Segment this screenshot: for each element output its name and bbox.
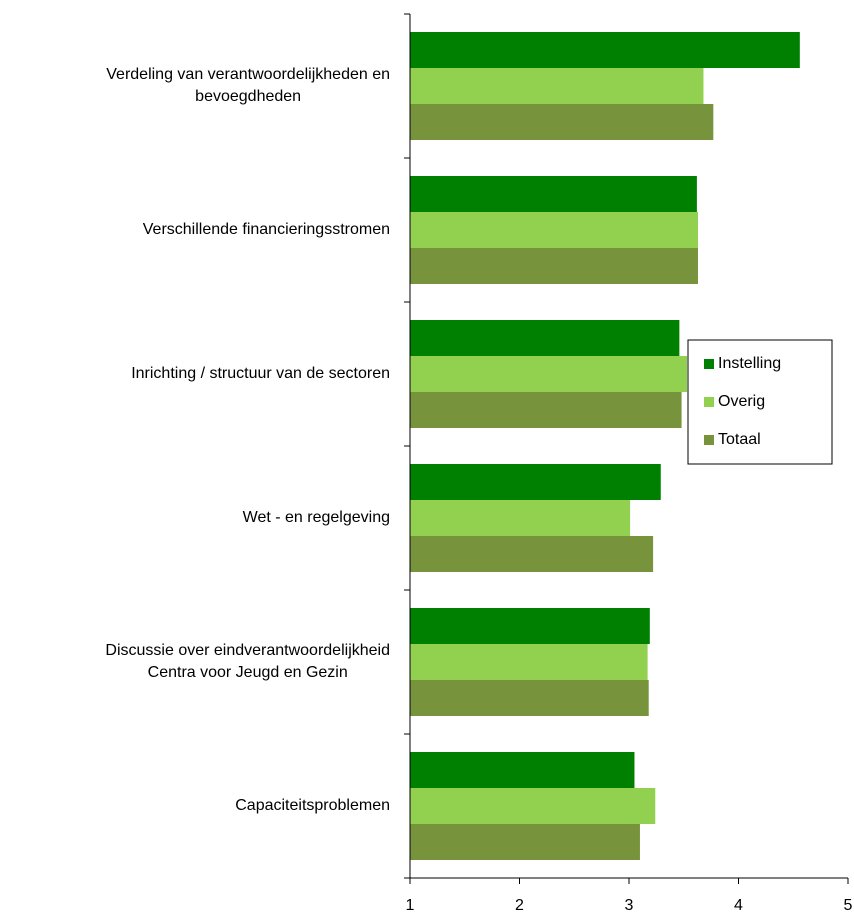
bar <box>410 104 714 140</box>
category-label: Verdeling van verantwoordelijkheden en b… <box>0 64 390 108</box>
category-text: Capaciteitsproblemen <box>235 797 390 814</box>
bar <box>410 464 661 500</box>
bar <box>410 608 650 644</box>
x-tick-label: 4 <box>734 897 743 914</box>
bar <box>410 752 635 788</box>
category-text: Verdeling van verantwoordelijkheden en b… <box>106 66 390 105</box>
bar <box>410 248 698 284</box>
bar <box>410 212 698 248</box>
category-text: Inrichting / structuur van de sectoren <box>131 365 390 382</box>
category-label: Wet - en regelgeving <box>0 507 390 529</box>
legend-label: Overig <box>718 393 765 410</box>
category-label: Inrichting / structuur van de sectoren <box>0 363 390 385</box>
bar <box>410 32 800 68</box>
category-text: Verschillende financieringsstromen <box>142 221 390 238</box>
bar <box>410 320 680 356</box>
x-tick-label: 5 <box>844 897 853 914</box>
bar <box>410 536 654 572</box>
legend-swatch <box>704 435 714 445</box>
bar <box>410 824 640 860</box>
bar <box>410 644 648 680</box>
bar <box>410 788 656 824</box>
x-tick-label: 1 <box>406 897 415 914</box>
x-tick-label: 2 <box>515 897 524 914</box>
category-label: Discussie over eindverantwoordelijkheid … <box>0 640 390 684</box>
bar <box>410 356 688 392</box>
legend-swatch <box>704 397 714 407</box>
legend-label: Instelling <box>718 355 781 372</box>
legend-swatch <box>704 359 714 369</box>
x-tick-label: 3 <box>625 897 634 914</box>
bar <box>410 392 682 428</box>
bar <box>410 680 649 716</box>
category-text: Discussie over eindverantwoordelijkheid … <box>105 642 390 681</box>
bar <box>410 68 704 104</box>
category-label: Capaciteitsproblemen <box>0 795 390 817</box>
bar <box>410 176 697 212</box>
category-text: Wet - en regelgeving <box>242 509 390 526</box>
legend-label: Totaal <box>718 431 761 448</box>
category-label: Verschillende financieringsstromen <box>0 219 390 241</box>
bar <box>410 500 631 536</box>
